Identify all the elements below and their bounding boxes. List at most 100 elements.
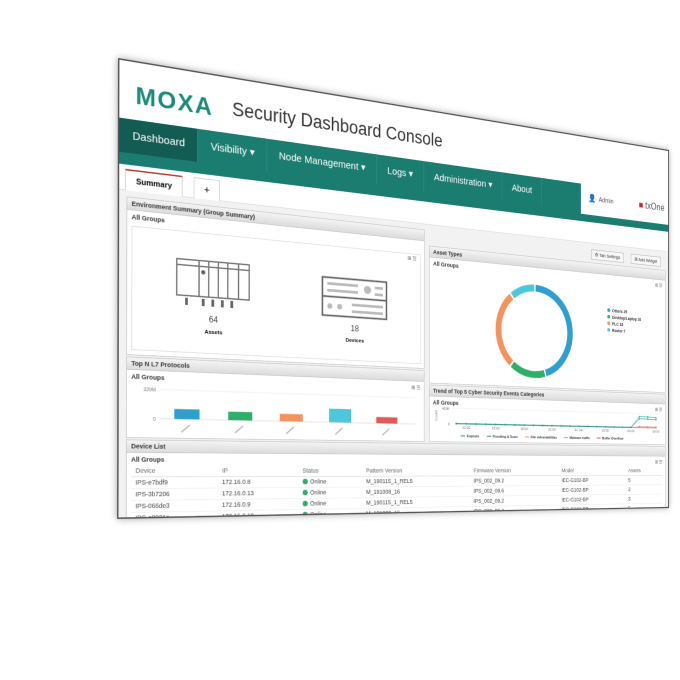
column-header[interactable]: Model (558, 466, 626, 476)
nav-about[interactable]: About (502, 172, 542, 207)
data-point (551, 424, 553, 427)
x-tick-label-blur (335, 428, 342, 435)
trend-line-chart: Count 400K 0 12:00 15:00 18:00 21:00 22 Jan 03:0… (434, 406, 662, 440)
data-point (494, 423, 497, 426)
device-list-panel: Device List All Groups ⊞ ☰ Device IP Statu… (125, 439, 666, 519)
cell-text: IPS_002_09.2 (473, 497, 505, 505)
column-header[interactable]: Device (131, 465, 218, 477)
cell-text: IPS_002_09.2 (473, 477, 505, 484)
legend-label: Buffer Overflow (602, 436, 623, 440)
cell-text: IPS-e7bdf9 (135, 478, 168, 487)
data-point (504, 423, 506, 426)
table-cell: Online (298, 476, 363, 488)
add-widget-button[interactable]: ⊞ Add Widget (630, 253, 661, 267)
table-cell: M_191008_16 (362, 506, 471, 519)
data-point (647, 418, 649, 420)
table-cell: IEC-G102-BP (558, 475, 626, 486)
table-cell: 172.16.0.18 (217, 509, 299, 519)
cell-text: IPS-3b7206 (135, 490, 170, 498)
x-tick-label: 09:00 (653, 429, 660, 433)
x-tick-label: 12:00 (462, 426, 470, 430)
cell-text: IEC-G102-BP (561, 496, 589, 503)
x-tick-label-blur (181, 425, 189, 432)
legend-marker (607, 308, 611, 313)
device-table: Device IP Status Pattern Version Firmware Ve… (130, 465, 663, 519)
widget-controls-icon[interactable]: ⊞ ☰ (407, 255, 417, 262)
legend-label: File vulnerabilities (531, 435, 558, 439)
nav-dashboard[interactable]: Dashboard (119, 117, 199, 162)
column-header[interactable]: Assets (625, 466, 663, 476)
assets-label: Assets (204, 328, 223, 336)
x-tick-label-blur (382, 429, 389, 436)
data-point (569, 425, 571, 427)
cell-text: IPS_002_09.2 (473, 507, 505, 515)
x-tick-label: 21:00 (548, 427, 556, 431)
txone-logo-text: txOne (645, 200, 665, 214)
cell-text: IPS-e8921c (135, 513, 170, 519)
assets-count: 64 (208, 314, 219, 325)
y-tick-label: 320M (143, 387, 156, 393)
column-header[interactable]: Firmware Version (470, 466, 559, 476)
trend-panel: Trend of Top 5 Cyber Security Events Cat… (428, 384, 666, 445)
data-point (587, 425, 589, 428)
cell-text: M_190115_1_REL5 (366, 498, 413, 507)
legend-marker (607, 327, 611, 332)
widget-controls-icon[interactable]: ⊞ ☰ (411, 384, 421, 391)
data-point (485, 423, 487, 426)
cell-text: IPS_002_09.6 (473, 487, 505, 495)
cell-text: Online (310, 499, 327, 507)
widget-controls-icon[interactable]: ⊞ ☰ (655, 282, 663, 289)
status-online-icon (302, 478, 308, 485)
data-point (475, 423, 477, 425)
legend-marker (607, 321, 611, 326)
y-tick-label: 0 (448, 422, 450, 426)
user-menu[interactable]: Admin (598, 196, 614, 206)
table-cell: 5 (625, 503, 663, 514)
status-online-icon (302, 489, 308, 496)
x-tick-label: 22 Jan (575, 428, 584, 432)
add-tab-button[interactable]: + (193, 177, 220, 202)
table-cell[interactable]: IPS-e8921c (130, 510, 218, 519)
column-header[interactable]: Status (298, 465, 363, 477)
dashboard-window: MOXA Security Dashboard Console Dashboar… (116, 58, 670, 519)
data-point (514, 424, 516, 426)
data-point (596, 425, 598, 428)
table-cell[interactable]: IPS-e7bdf9 (131, 476, 218, 489)
nav-node-management[interactable]: Node Management ▾ (267, 138, 377, 185)
data-point (455, 422, 458, 425)
donut-slice (513, 286, 535, 297)
bar (376, 416, 398, 424)
cell-text: M_191008_16 (366, 509, 401, 517)
donut-slice (536, 288, 570, 374)
widget-controls-icon[interactable]: ⊞ ☰ (655, 459, 663, 465)
nav-administration[interactable]: Administration ▾ (423, 161, 503, 202)
nav-logs[interactable]: Logs ▾ (376, 154, 424, 192)
data-point (560, 425, 562, 427)
y-tick-label: 400K (442, 406, 450, 410)
table-cell: IEC-G102-BP (558, 503, 626, 515)
bar (174, 408, 200, 420)
data-point (604, 426, 606, 428)
data-point (621, 426, 624, 429)
donut-slice (498, 295, 511, 363)
device-icon (321, 275, 388, 320)
column-header[interactable]: IP (217, 465, 299, 477)
cell-text: IEC-G102-BP (561, 505, 589, 513)
legend-marker (607, 314, 611, 319)
table-cell: 172.16.0.8 (217, 476, 299, 489)
data-point (655, 417, 657, 419)
tab-settings-button[interactable]: ⚙ Tab Settings (591, 249, 624, 263)
moxa-logo: MOXA (135, 81, 214, 122)
nav-visibility[interactable]: Visibility ▾ (198, 128, 268, 171)
x-tick-label-blur (235, 426, 243, 433)
txone-logo: ■ txOne (638, 200, 665, 214)
protocols-panel: Top N L7 Protocols All Groups ⊞ ☰ 320M 0 (126, 356, 425, 442)
cell-text: M_190115_1_REL5 (366, 477, 413, 485)
x-tick-label-blur (286, 427, 294, 434)
legend-label: Router 7 (612, 329, 625, 335)
data-point (578, 425, 580, 428)
cell-text: 2 (628, 486, 631, 493)
column-header[interactable]: Pattern Version (362, 465, 471, 477)
bar (228, 411, 253, 421)
